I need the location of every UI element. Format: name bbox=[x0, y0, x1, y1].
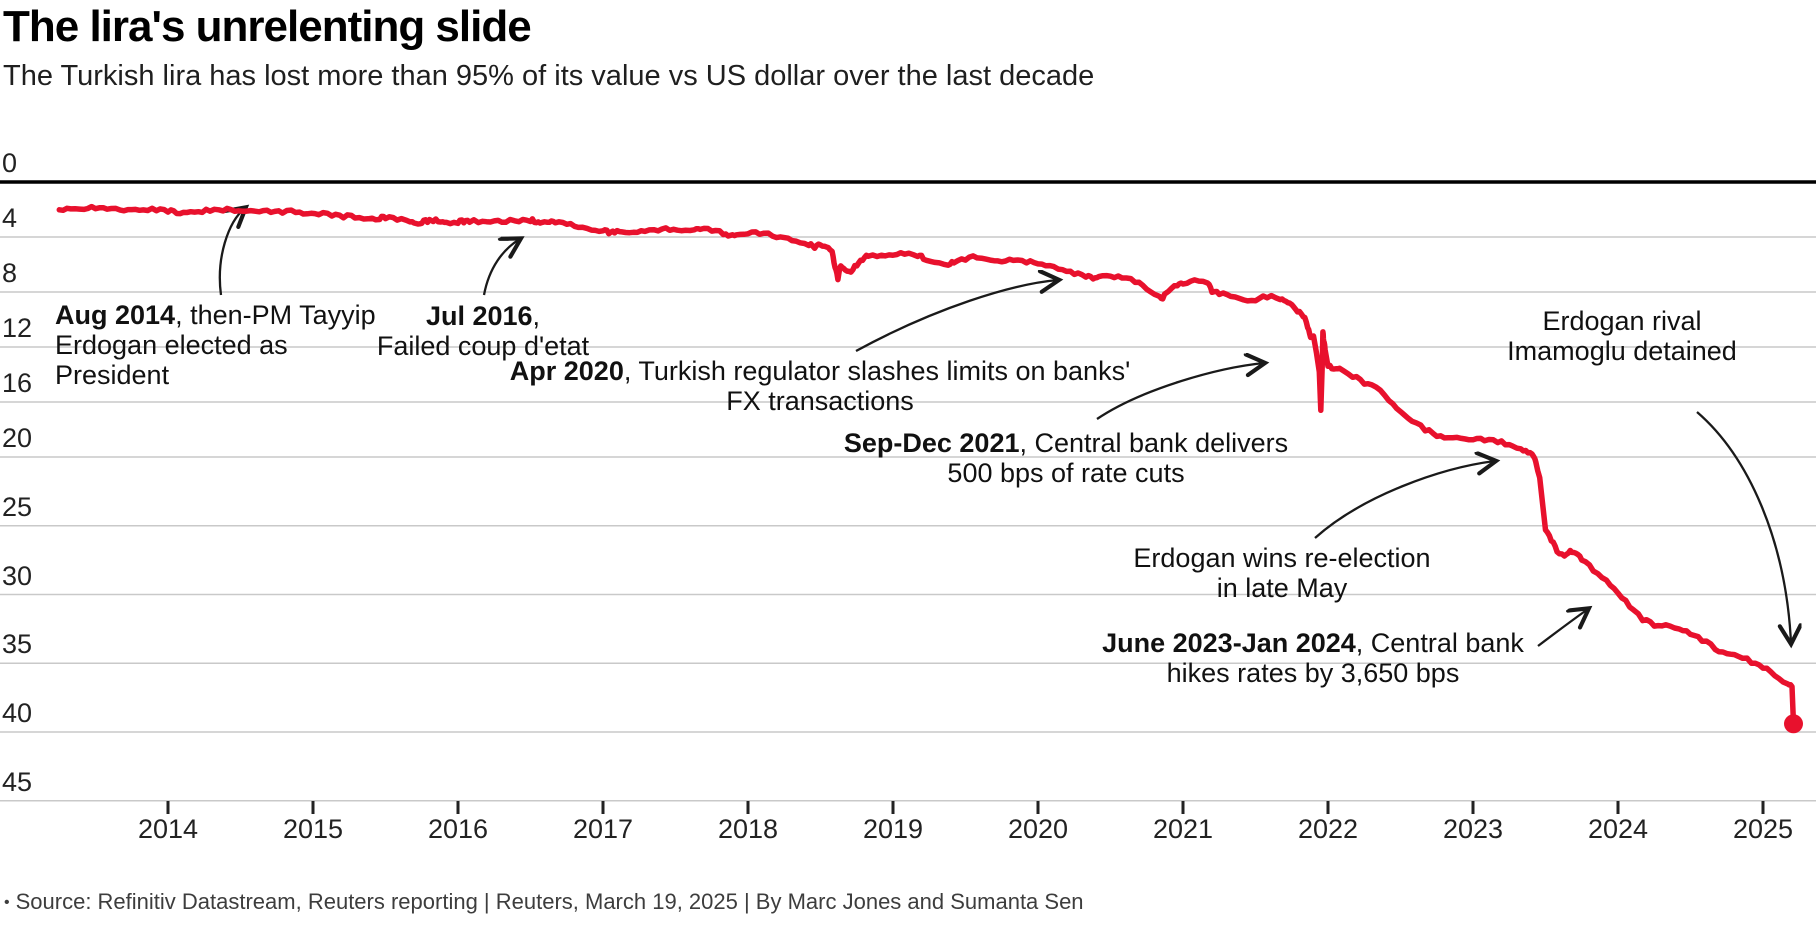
annotation-sep-dec-2021: Sep-Dec 2021, Central bank delivers 500 b… bbox=[844, 428, 1288, 488]
y-tick-label-45: 45 bbox=[2, 766, 33, 797]
annotation-jul-2016: Jul 2016, Failed coup d'etat bbox=[377, 301, 589, 361]
annotation-arrow-jul-2016 bbox=[482, 239, 520, 296]
y-tick-label-40: 40 bbox=[2, 698, 33, 728]
y-tick-label-12: 12 bbox=[2, 313, 33, 343]
annotation-aug-2014: Aug 2014, then-PM Tayyip Erdogan elected … bbox=[55, 300, 376, 390]
annotation-line: Jul 2016, bbox=[425, 301, 541, 331]
y-tick-label-25: 25 bbox=[2, 491, 33, 522]
x-tick-label-2018: 2018 bbox=[717, 814, 779, 844]
annotation-line: Erdogan rival bbox=[1542, 306, 1702, 336]
annotation-arrow-imamoglu-detained bbox=[1696, 411, 1791, 643]
source-note: • Source: Refinitiv Datastream, Reuters r… bbox=[4, 889, 1084, 915]
x-tick-label-2022: 2022 bbox=[1297, 814, 1359, 844]
annotation-date-bold: Jul 2016 bbox=[425, 301, 533, 331]
annotation-line: Erdogan elected as bbox=[55, 330, 288, 360]
annotation-line: 500 bps of rate cuts bbox=[947, 458, 1185, 488]
page-subtitle: The Turkish lira has lost more than 95% … bbox=[3, 60, 1095, 92]
y-tick-label-35: 35 bbox=[2, 629, 33, 660]
y-tick-label-16: 16 bbox=[2, 368, 33, 398]
annotation-date-bold: Aug 2014 bbox=[55, 300, 176, 330]
x-tick-label-2016: 2016 bbox=[427, 814, 489, 844]
annotation-line: June 2023-Jan 2024, Central bank bbox=[1102, 628, 1524, 658]
annotation-arrow-erdogan-reelection bbox=[1314, 461, 1495, 539]
x-tick-label-2025: 2025 bbox=[1732, 814, 1794, 844]
source-text: Source: Refinitiv Datastream, Reuters re… bbox=[15, 889, 1084, 914]
annotation-line: Sep-Dec 2021, Central bank delivers bbox=[843, 428, 1289, 458]
y-tick-label-30: 30 bbox=[2, 560, 33, 591]
annotation-erdogan-reelection: Erdogan wins re-election in late May bbox=[1133, 543, 1430, 603]
x-tick-label-2021: 2021 bbox=[1152, 814, 1214, 844]
annotation-arrow-june-2023-jan-2024 bbox=[1537, 609, 1588, 647]
bullet-icon: • bbox=[4, 894, 10, 911]
y-tick-label-0: 0 bbox=[2, 148, 18, 178]
y-tick-label-8: 8 bbox=[2, 258, 18, 288]
y-tick-label-4: 4 bbox=[2, 203, 18, 233]
annotation-line: Failed coup d'etat bbox=[376, 331, 590, 361]
annotation-arrow-apr-2020 bbox=[855, 280, 1058, 353]
annotation-line: Apr 2020, Turkish regulator slashes limi… bbox=[509, 356, 1131, 386]
annotation-imamoglu-detained: Erdogan rival Imamoglu detained bbox=[1507, 306, 1737, 366]
x-tick-label-2019: 2019 bbox=[862, 814, 924, 844]
annotation-date-bold: Sep-Dec 2021 bbox=[843, 428, 1020, 458]
price-line bbox=[56, 203, 1797, 727]
end-point-dot bbox=[1784, 714, 1803, 734]
annotation-line: hikes rates by 3,650 bps bbox=[1166, 658, 1460, 688]
x-tick-label-2017: 2017 bbox=[572, 814, 634, 844]
annotation-line: in late May bbox=[1216, 573, 1348, 603]
annotation-arrow-aug-2014 bbox=[218, 208, 245, 296]
annotation-date-bold: June 2023-Jan 2024 bbox=[1102, 628, 1356, 658]
x-tick-label-2020: 2020 bbox=[1007, 814, 1069, 844]
annotation-line: Aug 2014, then-PM Tayyip bbox=[55, 300, 376, 330]
annotation-arrow-sep-dec-2021 bbox=[1096, 363, 1264, 420]
page-title: The lira's unrelenting slide bbox=[3, 2, 532, 51]
annotation-line: Imamoglu detained bbox=[1507, 336, 1737, 366]
annotation-june-2023-jan-2024: June 2023-Jan 2024, Central bank hikes ra… bbox=[1102, 628, 1524, 688]
y-tick-label-20: 20 bbox=[2, 423, 33, 453]
annotation-apr-2020: Apr 2020, Turkish regulator slashes limi… bbox=[510, 356, 1130, 416]
annotation-date-bold: Apr 2020 bbox=[509, 356, 624, 386]
x-tick-label-2024: 2024 bbox=[1587, 814, 1649, 844]
x-tick-label-2014: 2014 bbox=[137, 814, 199, 844]
x-tick-label-2023: 2023 bbox=[1442, 814, 1504, 844]
annotation-line: Erdogan wins re-election bbox=[1133, 543, 1431, 573]
x-tick-label-2015: 2015 bbox=[282, 814, 344, 844]
annotation-line: President bbox=[55, 360, 170, 390]
annotation-line: FX transactions bbox=[726, 386, 914, 416]
